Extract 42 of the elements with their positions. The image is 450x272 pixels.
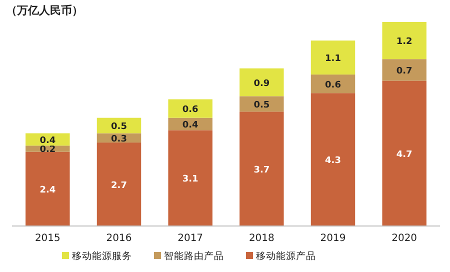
bar bbox=[310, 93, 356, 226]
data-label: 0.4 bbox=[182, 120, 198, 130]
x-tick-label: 2018 bbox=[248, 233, 274, 244]
legend-label: 移动能源产品 bbox=[256, 250, 316, 262]
bar bbox=[96, 118, 142, 134]
data-label: 0.2 bbox=[40, 145, 56, 156]
y-axis-title: （万亿人民币） bbox=[6, 4, 83, 17]
bar bbox=[96, 142, 142, 226]
bar bbox=[240, 96, 284, 112]
data-label: 0.5 bbox=[254, 100, 270, 110]
data-label: 0.9 bbox=[254, 78, 270, 89]
bar bbox=[240, 112, 284, 226]
data-label: 0.6 bbox=[325, 80, 341, 90]
bar bbox=[26, 152, 70, 226]
bar bbox=[168, 99, 212, 118]
bar bbox=[310, 40, 356, 75]
data-label: 0.3 bbox=[111, 134, 127, 144]
data-label: 0.7 bbox=[396, 66, 412, 76]
data-label: 3.7 bbox=[254, 165, 270, 176]
x-tick-label: 2020 bbox=[392, 233, 418, 244]
data-label: 2.7 bbox=[111, 180, 127, 191]
data-label: 2.4 bbox=[40, 185, 56, 196]
data-label: 1.1 bbox=[325, 54, 341, 64]
data-label: 3.1 bbox=[182, 174, 198, 185]
legend-label: 移动能源服务 bbox=[72, 250, 132, 262]
bar bbox=[310, 74, 356, 94]
x-tick-label: 2015 bbox=[34, 233, 60, 244]
x-tick-label: 2019 bbox=[320, 233, 346, 244]
data-label: 0.4 bbox=[40, 136, 56, 146]
bar bbox=[382, 22, 426, 60]
data-label: 4.3 bbox=[325, 156, 341, 166]
bar bbox=[240, 68, 284, 96]
x-tick-label: 2016 bbox=[106, 233, 132, 244]
data-label: 1.2 bbox=[396, 37, 412, 48]
x-tick-label: 2017 bbox=[178, 233, 204, 244]
data-label: 0.5 bbox=[111, 122, 127, 132]
bar bbox=[168, 130, 212, 226]
data-label: 0.6 bbox=[182, 105, 198, 116]
data-label: 4.7 bbox=[396, 150, 412, 160]
bar bbox=[382, 59, 426, 81]
bar bbox=[382, 80, 426, 226]
legend-label: 智能路由产品 bbox=[164, 250, 224, 262]
